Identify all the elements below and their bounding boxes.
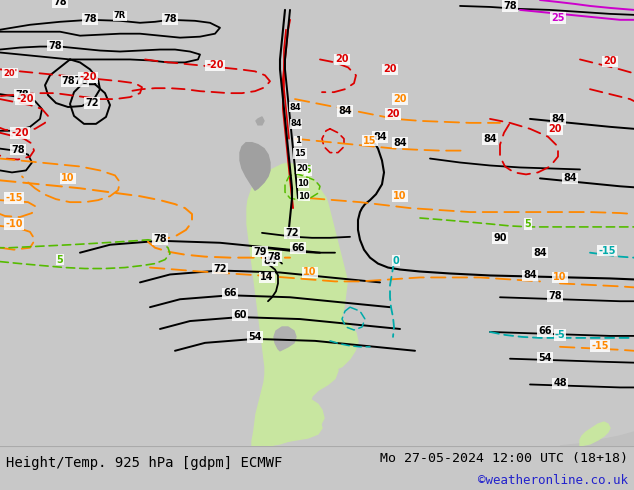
Text: 78: 78 bbox=[53, 0, 67, 7]
Text: 10: 10 bbox=[393, 191, 407, 201]
Text: -20: -20 bbox=[79, 73, 97, 82]
Text: 84: 84 bbox=[533, 247, 547, 258]
Text: 10: 10 bbox=[61, 173, 75, 183]
Text: 90: 90 bbox=[493, 233, 507, 243]
Polygon shape bbox=[256, 117, 264, 125]
Text: 84: 84 bbox=[263, 256, 277, 266]
Text: 78: 78 bbox=[503, 1, 517, 11]
Text: ©weatheronline.co.uk: ©weatheronline.co.uk bbox=[477, 474, 628, 487]
Text: 10: 10 bbox=[303, 268, 317, 277]
Text: 20: 20 bbox=[548, 124, 562, 134]
Text: 20': 20' bbox=[3, 69, 17, 78]
Text: -10: -10 bbox=[5, 219, 23, 229]
Text: 20: 20 bbox=[603, 56, 617, 67]
Text: 84: 84 bbox=[551, 114, 565, 124]
Text: 79: 79 bbox=[253, 246, 267, 257]
Text: 78: 78 bbox=[15, 90, 29, 100]
Text: Height/Temp. 925 hPa [gdpm] ECMWF: Height/Temp. 925 hPa [gdpm] ECMWF bbox=[6, 456, 283, 469]
Text: 48: 48 bbox=[553, 378, 567, 389]
Text: -5: -5 bbox=[555, 330, 566, 340]
Polygon shape bbox=[560, 432, 634, 446]
Text: 66: 66 bbox=[291, 243, 305, 253]
Text: 7R: 7R bbox=[114, 11, 126, 21]
Text: 78: 78 bbox=[163, 14, 177, 24]
Text: -20: -20 bbox=[11, 128, 29, 138]
Text: 84: 84 bbox=[483, 134, 497, 144]
Text: 84: 84 bbox=[523, 270, 537, 280]
Text: 72: 72 bbox=[213, 264, 227, 273]
Text: 84: 84 bbox=[338, 106, 352, 116]
Text: 10: 10 bbox=[553, 272, 567, 282]
Text: 20: 20 bbox=[296, 164, 308, 173]
Text: 78: 78 bbox=[153, 234, 167, 244]
Text: 72: 72 bbox=[85, 98, 99, 108]
Polygon shape bbox=[240, 143, 270, 190]
Text: 78: 78 bbox=[11, 145, 25, 155]
Text: 84: 84 bbox=[289, 102, 301, 112]
Text: 10: 10 bbox=[298, 192, 310, 201]
Text: 5: 5 bbox=[56, 255, 63, 265]
Text: 54: 54 bbox=[249, 332, 262, 342]
Text: -15: -15 bbox=[5, 193, 23, 203]
Text: 14: 14 bbox=[260, 272, 274, 282]
Polygon shape bbox=[274, 327, 296, 351]
Text: 78: 78 bbox=[48, 41, 61, 50]
Polygon shape bbox=[247, 164, 347, 446]
Text: 84: 84 bbox=[373, 132, 387, 142]
Text: -20: -20 bbox=[206, 60, 224, 71]
Text: -20: -20 bbox=[16, 94, 34, 104]
Text: 15: 15 bbox=[363, 136, 377, 146]
Text: 5: 5 bbox=[524, 219, 531, 229]
Text: 78: 78 bbox=[83, 14, 97, 24]
Text: 20: 20 bbox=[335, 54, 349, 65]
Text: 5: 5 bbox=[304, 166, 311, 175]
Text: 54: 54 bbox=[538, 353, 552, 363]
Text: 7878: 7878 bbox=[61, 76, 89, 86]
Text: 25: 25 bbox=[551, 13, 565, 23]
Text: Mo 27-05-2024 12:00 UTC (18+18): Mo 27-05-2024 12:00 UTC (18+18) bbox=[380, 452, 628, 465]
Polygon shape bbox=[580, 422, 610, 446]
Text: 84: 84 bbox=[563, 173, 577, 183]
Text: -15: -15 bbox=[598, 245, 616, 256]
Text: 84: 84 bbox=[290, 120, 302, 128]
Text: 20: 20 bbox=[393, 94, 407, 104]
Text: 60: 60 bbox=[233, 310, 247, 320]
Text: 78: 78 bbox=[267, 252, 281, 262]
Text: 84: 84 bbox=[393, 138, 407, 147]
Polygon shape bbox=[252, 394, 318, 446]
Text: 78: 78 bbox=[548, 291, 562, 301]
Text: 66: 66 bbox=[223, 288, 236, 298]
Text: 72: 72 bbox=[285, 228, 299, 238]
Polygon shape bbox=[314, 313, 358, 376]
Text: 10: 10 bbox=[297, 179, 309, 188]
Text: 1: 1 bbox=[295, 136, 301, 145]
Polygon shape bbox=[268, 398, 324, 446]
Text: 0: 0 bbox=[392, 256, 399, 266]
Text: 15: 15 bbox=[294, 149, 306, 158]
Text: 66: 66 bbox=[538, 326, 552, 336]
Text: -15: -15 bbox=[592, 341, 609, 351]
Text: 20: 20 bbox=[383, 64, 397, 74]
Text: 20: 20 bbox=[386, 109, 400, 119]
